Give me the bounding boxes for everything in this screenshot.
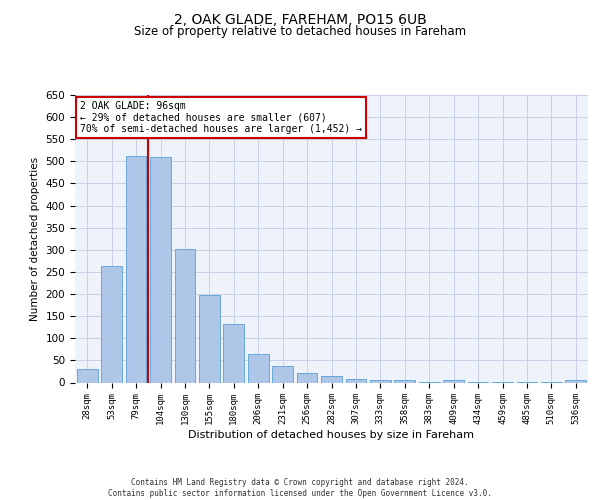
Bar xyxy=(565,380,586,382)
Bar xyxy=(321,376,342,382)
Bar xyxy=(272,366,293,382)
Bar xyxy=(394,380,415,382)
Text: Size of property relative to detached houses in Fareham: Size of property relative to detached ho… xyxy=(134,25,466,38)
Bar xyxy=(125,156,146,382)
Bar xyxy=(296,373,317,382)
Text: Contains HM Land Registry data © Crown copyright and database right 2024.
Contai: Contains HM Land Registry data © Crown c… xyxy=(108,478,492,498)
Bar xyxy=(150,157,171,382)
Bar xyxy=(175,249,196,382)
Bar xyxy=(248,354,269,382)
Bar xyxy=(199,296,220,382)
Bar xyxy=(443,380,464,382)
Bar xyxy=(370,380,391,382)
Bar xyxy=(77,369,98,382)
Bar xyxy=(223,324,244,382)
X-axis label: Distribution of detached houses by size in Fareham: Distribution of detached houses by size … xyxy=(188,430,475,440)
Text: 2, OAK GLADE, FAREHAM, PO15 6UB: 2, OAK GLADE, FAREHAM, PO15 6UB xyxy=(173,12,427,26)
Y-axis label: Number of detached properties: Number of detached properties xyxy=(30,156,40,321)
Bar xyxy=(346,378,367,382)
Bar xyxy=(101,266,122,382)
Text: 2 OAK GLADE: 96sqm
← 29% of detached houses are smaller (607)
70% of semi-detach: 2 OAK GLADE: 96sqm ← 29% of detached hou… xyxy=(80,101,362,134)
